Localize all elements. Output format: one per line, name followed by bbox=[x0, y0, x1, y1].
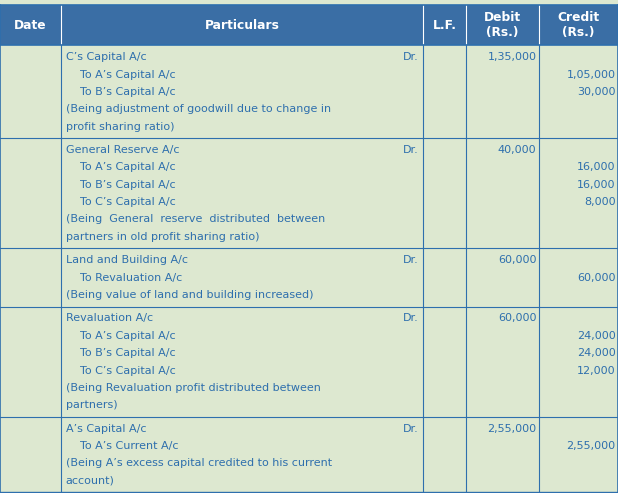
Text: Particulars: Particulars bbox=[205, 19, 279, 32]
Text: Dr.: Dr. bbox=[403, 423, 418, 434]
Text: To A’s Capital A/c: To A’s Capital A/c bbox=[66, 331, 175, 341]
Text: To A’s Current A/c: To A’s Current A/c bbox=[66, 441, 178, 451]
Text: (Being adjustment of goodwill due to change in: (Being adjustment of goodwill due to cha… bbox=[66, 104, 331, 114]
Text: To Revaluation A/c: To Revaluation A/c bbox=[66, 273, 182, 282]
Text: 2,55,000: 2,55,000 bbox=[567, 441, 616, 451]
Text: L.F.: L.F. bbox=[433, 19, 457, 32]
Text: Dr.: Dr. bbox=[403, 145, 418, 155]
Text: 60,000: 60,000 bbox=[498, 314, 536, 323]
Text: partners in old profit sharing ratio): partners in old profit sharing ratio) bbox=[66, 232, 259, 242]
Text: (Being  General  reserve  distributed  between: (Being General reserve distributed betwe… bbox=[66, 214, 324, 224]
Text: 2,55,000: 2,55,000 bbox=[488, 423, 536, 434]
Text: 1,35,000: 1,35,000 bbox=[488, 52, 536, 62]
Bar bbox=[0, 307, 618, 417]
Text: 60,000: 60,000 bbox=[577, 273, 616, 282]
Text: 16,000: 16,000 bbox=[577, 162, 616, 173]
Text: To B’s Capital A/c: To B’s Capital A/c bbox=[66, 348, 175, 358]
Text: (Being value of land and building increased): (Being value of land and building increa… bbox=[66, 290, 313, 300]
Text: To C’s Capital A/c: To C’s Capital A/c bbox=[66, 197, 176, 207]
Bar bbox=[0, 417, 618, 493]
Bar bbox=[0, 248, 618, 307]
Text: Credit
(Rs.): Credit (Rs.) bbox=[557, 11, 599, 39]
Text: A’s Capital A/c: A’s Capital A/c bbox=[66, 423, 146, 434]
Text: profit sharing ratio): profit sharing ratio) bbox=[66, 122, 174, 132]
Text: partners): partners) bbox=[66, 400, 117, 410]
Text: To A’s Capital A/c: To A’s Capital A/c bbox=[66, 162, 175, 173]
Text: Debit
(Rs.): Debit (Rs.) bbox=[484, 11, 521, 39]
Text: 24,000: 24,000 bbox=[577, 348, 616, 358]
Text: Date: Date bbox=[14, 19, 46, 32]
Text: 8,000: 8,000 bbox=[584, 197, 616, 207]
Text: To C’s Capital A/c: To C’s Capital A/c bbox=[66, 365, 176, 376]
Bar bbox=[0, 45, 618, 138]
Text: To A’s Capital A/c: To A’s Capital A/c bbox=[66, 70, 175, 79]
Text: 30,000: 30,000 bbox=[577, 87, 616, 97]
Text: To B’s Capital A/c: To B’s Capital A/c bbox=[66, 180, 175, 190]
Text: General Reserve A/c: General Reserve A/c bbox=[66, 145, 179, 155]
Text: Dr.: Dr. bbox=[403, 52, 418, 62]
Text: 40,000: 40,000 bbox=[498, 145, 536, 155]
Text: C’s Capital A/c: C’s Capital A/c bbox=[66, 52, 146, 62]
Text: 12,000: 12,000 bbox=[577, 365, 616, 376]
Text: 1,05,000: 1,05,000 bbox=[567, 70, 616, 79]
Bar bbox=[0, 5, 618, 45]
Text: 24,000: 24,000 bbox=[577, 331, 616, 341]
Text: 60,000: 60,000 bbox=[498, 255, 536, 265]
Text: 16,000: 16,000 bbox=[577, 180, 616, 190]
Text: (Being A’s excess capital credited to his current: (Being A’s excess capital credited to hi… bbox=[66, 458, 332, 468]
Text: Dr.: Dr. bbox=[403, 314, 418, 323]
Text: Dr.: Dr. bbox=[403, 255, 418, 265]
Text: To B’s Capital A/c: To B’s Capital A/c bbox=[66, 87, 175, 97]
Text: account): account) bbox=[66, 476, 114, 486]
Text: Land and Building A/c: Land and Building A/c bbox=[66, 255, 187, 265]
Text: (Being Revaluation profit distributed between: (Being Revaluation profit distributed be… bbox=[66, 383, 320, 393]
Bar bbox=[0, 138, 618, 248]
Text: Revaluation A/c: Revaluation A/c bbox=[66, 314, 153, 323]
